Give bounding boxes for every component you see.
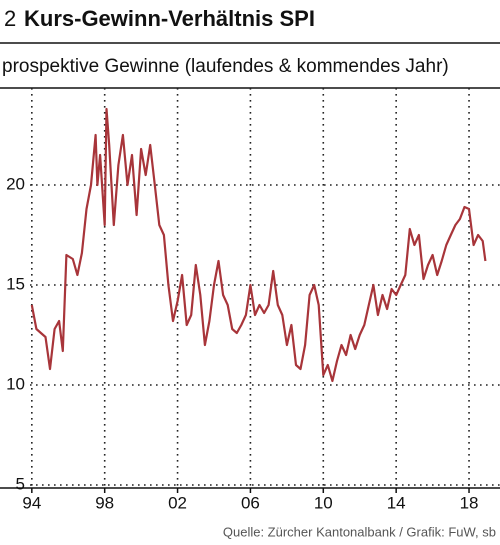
- x-tick-label: 94: [22, 493, 41, 512]
- y-tick-label: 20: [6, 174, 25, 193]
- x-tick-label: 18: [460, 493, 479, 512]
- data-line: [30, 107, 487, 383]
- y-tick-label: 5: [16, 474, 25, 493]
- chart-number: 2: [4, 6, 16, 31]
- source-note: Quelle: Zürcher Kantonalbank / Grafik: F…: [223, 524, 496, 539]
- x-tick-label: 10: [314, 493, 333, 512]
- chart-subtitle: prospektive Gewinne (laufendes & kommend…: [2, 56, 449, 77]
- x-tick-label: 06: [241, 493, 260, 512]
- chart-title: Kurs-Gewinn-Verhältnis SPI: [24, 6, 315, 31]
- x-tick-label: 98: [95, 493, 114, 512]
- x-tick-label: 14: [387, 493, 406, 512]
- x-tick-label: 02: [168, 493, 187, 512]
- y-tick-label: 15: [6, 274, 25, 293]
- y-tick-label: 10: [6, 374, 25, 393]
